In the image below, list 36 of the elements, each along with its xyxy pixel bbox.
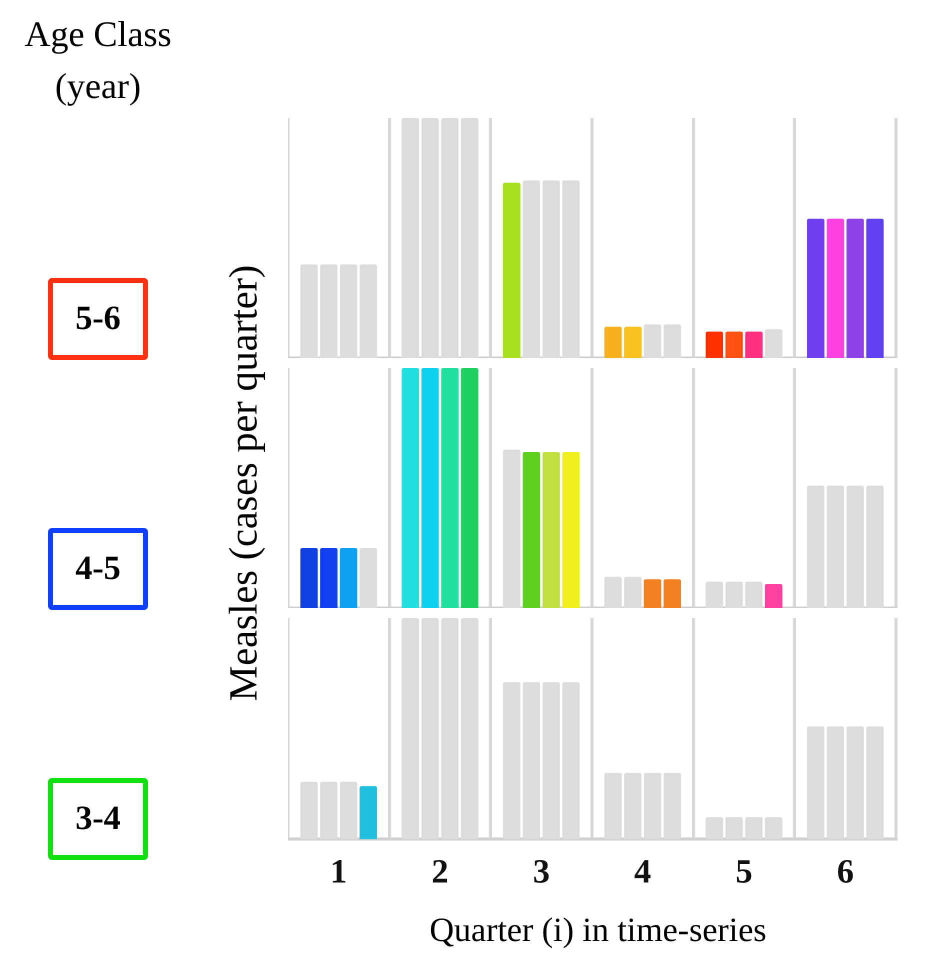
bar xyxy=(542,452,560,608)
bar xyxy=(764,584,782,608)
text: 3-4 xyxy=(48,778,148,860)
bar xyxy=(604,326,622,358)
bar xyxy=(340,548,358,608)
x-tick-label: 3 xyxy=(532,853,550,890)
x-tick-label: 6 xyxy=(836,853,854,890)
bar xyxy=(300,548,318,608)
x-tick-label: 2 xyxy=(432,853,448,890)
text: 5-6 xyxy=(48,278,148,360)
bar xyxy=(624,326,642,358)
bar xyxy=(846,218,864,358)
bar xyxy=(402,368,420,608)
bar xyxy=(562,452,580,608)
x-tick-label: 5 xyxy=(736,853,752,890)
x-tick-label: 1 xyxy=(330,853,348,890)
bar xyxy=(644,579,662,608)
bar xyxy=(706,332,724,358)
bar xyxy=(441,368,459,608)
bar xyxy=(320,548,338,608)
bar xyxy=(522,452,540,608)
text: 4-5 xyxy=(48,528,148,610)
bar xyxy=(360,786,377,840)
x-axis-title: Quarter (i) in time-series xyxy=(428,912,768,950)
x-tick-label: 4 xyxy=(634,853,652,890)
bar xyxy=(807,218,824,358)
bar xyxy=(826,218,844,358)
bar xyxy=(460,368,478,608)
bar xyxy=(745,332,763,358)
y-axis-title: Measles (cases per quarter) xyxy=(220,264,266,702)
bar xyxy=(503,182,520,358)
bar xyxy=(664,579,681,608)
bar xyxy=(725,332,743,358)
bar xyxy=(421,368,439,608)
bar xyxy=(866,218,884,358)
text: Age Class (year) xyxy=(24,13,172,108)
